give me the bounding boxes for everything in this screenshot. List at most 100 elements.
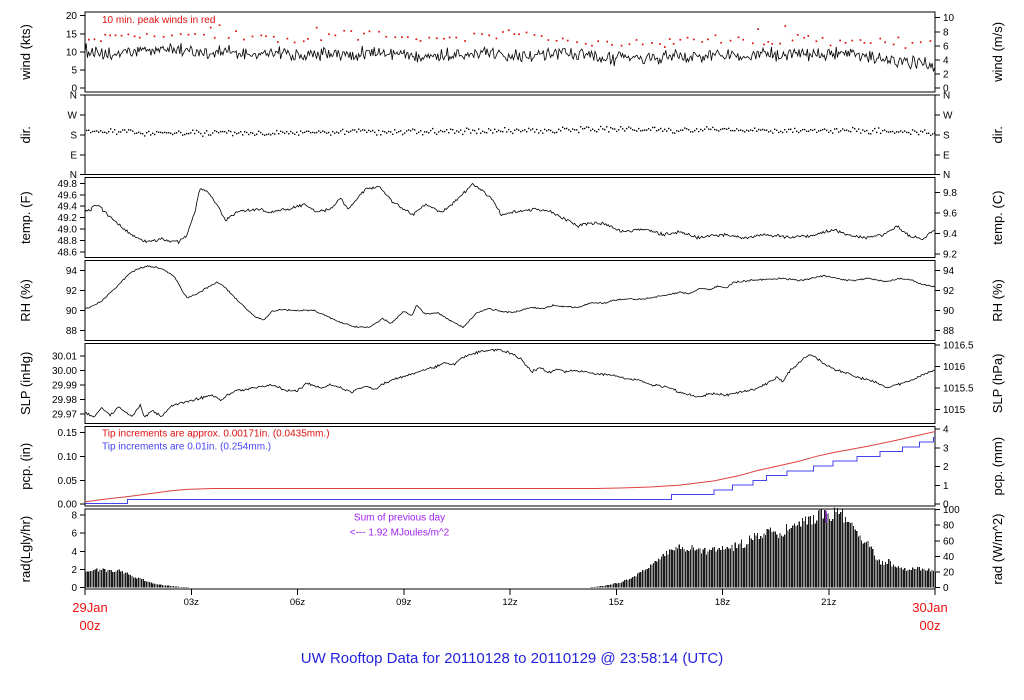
dir-dot — [754, 127, 756, 129]
peak-dot — [93, 38, 96, 41]
dir-dot — [334, 132, 336, 134]
dir-dot — [314, 132, 316, 134]
peak-dot — [720, 41, 722, 44]
dir-dot — [138, 131, 140, 133]
rad-bar — [633, 576, 635, 588]
rad-bar — [825, 513, 827, 588]
dir-dot — [598, 128, 600, 131]
rad-bar — [613, 583, 615, 588]
rad-bar — [654, 561, 656, 588]
rad-bar — [621, 582, 623, 588]
peak-dot — [357, 39, 359, 41]
dir-dot — [260, 131, 262, 134]
rad-bar — [734, 542, 736, 588]
dir-dot — [356, 131, 358, 133]
dir-dot — [212, 132, 214, 134]
rad-bar — [118, 569, 120, 588]
dir-dot — [382, 130, 384, 132]
dir-dot — [528, 127, 530, 130]
dir-dot — [608, 131, 610, 133]
rad-bar — [632, 577, 634, 588]
dir-dot — [294, 133, 296, 135]
rad-bar — [85, 571, 87, 588]
dir-dot — [896, 131, 898, 133]
rad-bar — [141, 578, 143, 588]
dir-dot — [798, 131, 800, 134]
rad-bar — [609, 584, 611, 588]
dir-dot — [288, 133, 290, 135]
rad-bar — [161, 584, 163, 588]
rad-bar — [784, 534, 786, 588]
dir-dot — [358, 128, 360, 130]
rad-bar — [709, 549, 711, 588]
dir-dot — [584, 127, 586, 130]
dir-dot — [736, 128, 738, 130]
dir-dot — [838, 131, 840, 133]
y-tick-label: 60 — [943, 536, 955, 547]
series-wind-average — [84, 42, 935, 72]
rad-bar — [881, 560, 883, 588]
rad-bar — [605, 585, 607, 588]
dir-dot — [544, 128, 546, 131]
plot-title: UW Rooftop Data for 20110128 to 20110129… — [301, 650, 723, 667]
rad-bar — [667, 554, 669, 588]
dir-dot — [918, 133, 920, 136]
dir-dot — [542, 132, 544, 134]
peak-dot — [114, 34, 117, 37]
rad-bar — [630, 578, 632, 588]
rad-bar — [829, 518, 831, 588]
rad-bar — [712, 547, 714, 588]
rad-bar — [128, 574, 130, 588]
dir-dot — [502, 131, 504, 133]
y-tick-label: 0 — [71, 84, 77, 95]
dir-dot — [120, 131, 122, 133]
rad-bar — [934, 571, 936, 588]
dir-dot — [722, 128, 724, 130]
rad-bar — [659, 559, 661, 588]
rad-bar — [893, 564, 895, 588]
dir-dot — [336, 131, 338, 133]
rad-bar — [179, 586, 181, 588]
rad-bar — [661, 556, 663, 588]
y-tick-label: 20 — [943, 568, 955, 579]
dir-dot — [476, 132, 478, 135]
dir-dot — [108, 131, 110, 133]
series-temperature — [84, 182, 935, 245]
rad-bar — [840, 512, 842, 588]
peak-dot — [707, 38, 709, 41]
dir-dot — [902, 131, 904, 134]
dir-dot — [648, 128, 650, 130]
dir-dot — [670, 129, 672, 131]
dir-dot — [432, 127, 434, 130]
dir-dot — [766, 129, 768, 131]
dir-dot — [410, 130, 412, 132]
rad-bar — [915, 569, 917, 588]
rad-bar — [691, 545, 693, 588]
peak-dot — [606, 40, 608, 43]
dir-dot — [554, 132, 556, 134]
dir-dot — [746, 129, 748, 131]
rad-bar — [710, 550, 712, 588]
panel-temp: 48.648.849.049.249.449.649.8 9.2 9.4 9.6 9.8… — [18, 177, 1005, 261]
dir-dot — [316, 131, 318, 134]
dir-dot — [704, 128, 706, 130]
y-tick-label: W — [943, 110, 953, 121]
dir-dot — [510, 131, 512, 133]
y-axis-label-right: wind (m/s) — [990, 22, 1005, 83]
rad-bar — [697, 548, 699, 588]
rad-bar — [702, 549, 704, 588]
dir-dot — [786, 131, 788, 133]
y-tick-label: 29.97 — [52, 409, 77, 420]
y-tick-label: 8 — [943, 27, 949, 38]
peak-dot — [88, 38, 90, 41]
dir-dot — [928, 132, 930, 134]
rad-bar — [742, 547, 744, 588]
y-tick-label: 0 — [943, 500, 949, 511]
dir-dot — [934, 132, 936, 134]
dir-dot — [910, 133, 912, 135]
rad-bar — [664, 555, 666, 588]
rad-bar — [705, 554, 707, 588]
y-tick-label: 1016.5 — [943, 341, 974, 352]
dir-dot — [850, 131, 852, 133]
